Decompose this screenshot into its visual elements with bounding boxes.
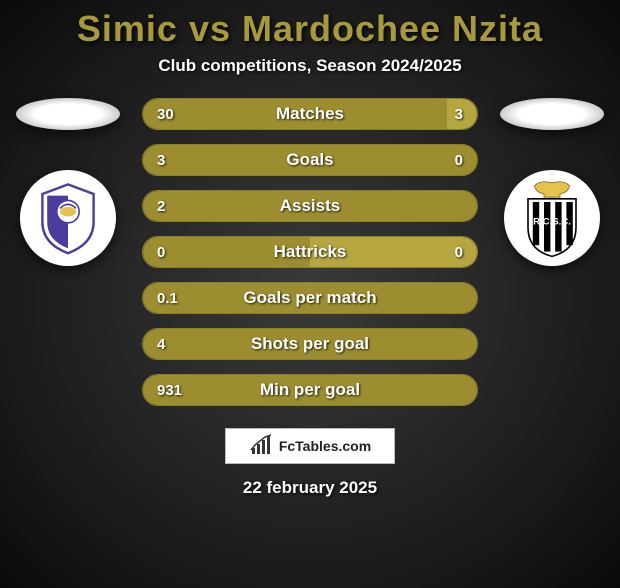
club-right-badge: R.C.S.C. <box>504 170 600 266</box>
stat-label: Hattricks <box>143 242 477 262</box>
stat-bar: 0.1Goals per match <box>142 282 478 314</box>
stat-label: Goals <box>143 150 477 170</box>
stat-label: Goals per match <box>143 288 477 308</box>
stats-column: 303Matches 30Goals 2Assists 00Hattricks 0.1G… <box>128 98 492 406</box>
stat-label: Assists <box>143 196 477 216</box>
fctables-logo: FcTables.com <box>225 428 395 464</box>
stat-label: Shots per goal <box>143 334 477 354</box>
subtitle: Club competitions, Season 2024/2025 <box>0 56 620 76</box>
svg-text:R.C.S.C.: R.C.S.C. <box>533 216 571 227</box>
charleroi-crest-icon: R.C.S.C. <box>517 178 587 258</box>
stat-label: Min per goal <box>143 380 477 400</box>
stat-bar: 30Goals <box>142 144 478 176</box>
fctables-text: FcTables.com <box>279 438 371 454</box>
comparison-panel: 303Matches 30Goals 2Assists 00Hattricks 0.1G… <box>0 98 620 406</box>
left-side <box>8 98 128 266</box>
page-title: Simic vs Mardochee Nzita <box>0 8 620 50</box>
chart-icon <box>249 434 273 458</box>
right-side: R.C.S.C. <box>492 98 612 266</box>
player-left-avatar <box>16 98 120 130</box>
stat-bar: 2Assists <box>142 190 478 222</box>
club-left-badge <box>20 170 116 266</box>
stat-label: Matches <box>143 104 477 124</box>
date-label: 22 february 2025 <box>0 478 620 498</box>
stat-bar: 00Hattricks <box>142 236 478 268</box>
stat-bar: 303Matches <box>142 98 478 130</box>
player-right-avatar <box>500 98 604 130</box>
stat-bar: 931Min per goal <box>142 374 478 406</box>
stat-bar: 4Shots per goal <box>142 328 478 360</box>
anderlecht-crest-icon <box>28 178 108 258</box>
